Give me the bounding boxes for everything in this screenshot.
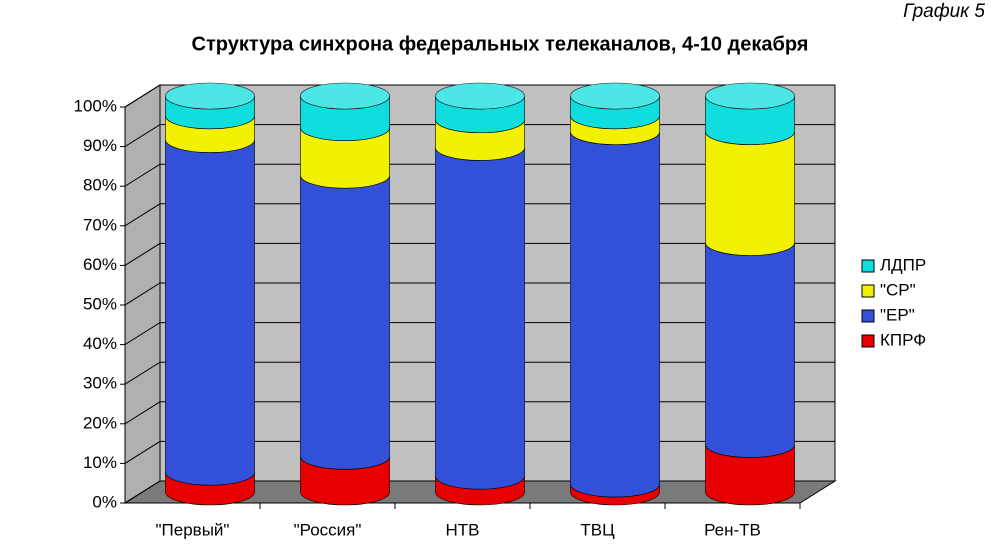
y-tick-label: 80%	[83, 176, 117, 195]
bar-cap	[435, 82, 525, 110]
y-tick-label: 10%	[83, 453, 117, 472]
legend-label: ЛДПР	[880, 255, 926, 274]
bar-cap	[165, 82, 255, 110]
cap-shine	[165, 83, 255, 109]
legend-swatch	[861, 259, 875, 273]
bar-segment	[705, 242, 795, 458]
y-tick-label: 40%	[83, 334, 117, 353]
x-tick-label: "Россия"	[294, 520, 362, 539]
y-tick-label: 60%	[83, 255, 117, 274]
legend-label: "СР"	[880, 280, 916, 299]
bar-cap	[570, 82, 660, 110]
cap-shine	[705, 83, 795, 109]
x-tick-label: "Первый"	[156, 520, 230, 539]
annotation: График 5	[903, 1, 985, 22]
x-tick-label: Рен-ТВ	[704, 520, 761, 539]
legend-label: "ЕР"	[880, 305, 915, 324]
cap-shine	[435, 83, 525, 109]
bar-segment	[570, 131, 660, 498]
x-tick-label: НТВ	[446, 520, 480, 539]
y-tick-label: 50%	[83, 294, 117, 313]
bar-cap	[300, 82, 390, 110]
legend-swatch	[861, 334, 875, 348]
chart-title: Структура синхрона федеральных телеканал…	[192, 33, 809, 55]
y-tick-label: 70%	[83, 215, 117, 234]
bar-cap	[705, 82, 795, 110]
bar-segment	[435, 147, 525, 490]
legend-swatch	[861, 309, 875, 323]
bar-segment	[705, 131, 795, 256]
cap-shine	[300, 83, 390, 109]
y-tick-label: 30%	[83, 374, 117, 393]
legend-label: КПРФ	[880, 330, 926, 349]
bar-segment	[300, 175, 390, 470]
y-tick-label: 100%	[74, 96, 117, 115]
x-tick-label: ТВЦ	[580, 520, 615, 539]
y-tick-label: 0%	[92, 492, 117, 511]
cap-shine	[570, 83, 660, 109]
y-tick-label: 90%	[83, 136, 117, 155]
legend-swatch	[861, 284, 875, 298]
bar-segment	[165, 139, 255, 486]
y-tick-label: 20%	[83, 413, 117, 432]
